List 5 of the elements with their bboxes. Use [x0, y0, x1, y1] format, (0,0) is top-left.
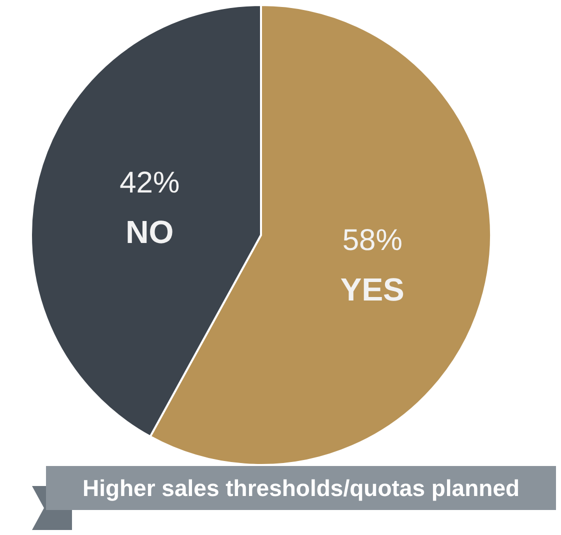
data-label: 42% [120, 166, 180, 200]
data-label: 58% [342, 224, 402, 257]
slice-label: NO [126, 214, 174, 250]
text: Higher sales thresholds/quotas planned [46, 466, 556, 510]
slice-label: YES [340, 271, 404, 308]
